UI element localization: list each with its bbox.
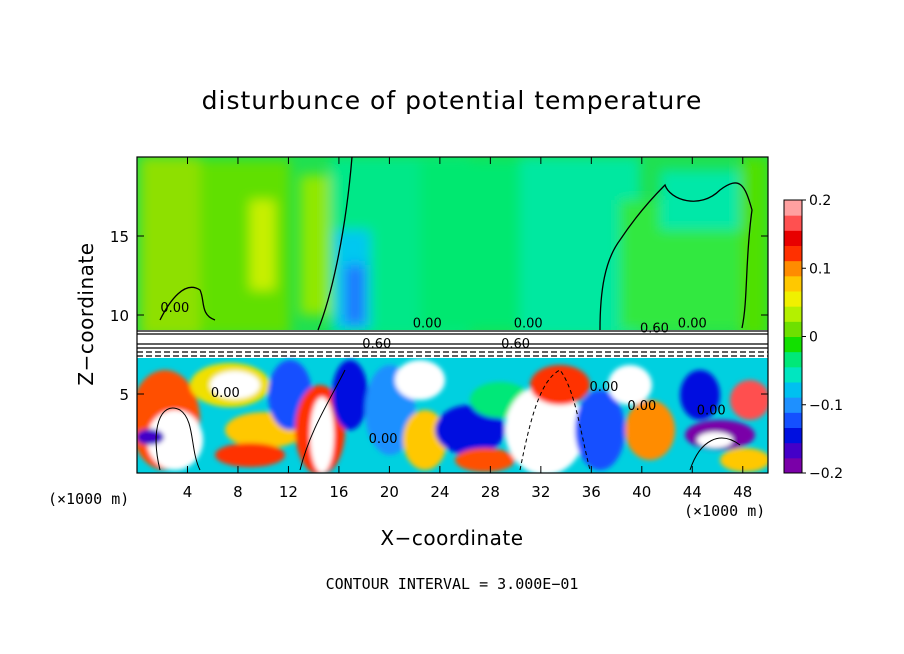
colorbar-swatch <box>784 260 802 277</box>
contour-label: 0.00 <box>697 404 726 419</box>
y-tick-label: 15 <box>110 228 129 246</box>
colorbar-tick-label: 0.1 <box>809 261 831 277</box>
colorbar-swatch <box>784 245 802 262</box>
x-axis-unit-left: (×1000 m) <box>48 490 130 508</box>
contour-label: 0.60 <box>640 321 669 336</box>
contour-label: 0.00 <box>589 380 618 395</box>
lower-shading <box>137 360 768 473</box>
contour-labels: 0.00 0.00 0.60 0.60 0.00 0.60 0.00 0.00 0.00 0.00… <box>160 301 725 447</box>
colorbar-swatch <box>784 457 802 474</box>
x-tick-label: 40 <box>632 483 651 501</box>
colorbar-swatch <box>784 215 802 231</box>
contour-interval-note: CONTOUR INTERVAL = 3.000E−01 <box>325 575 579 593</box>
colorbar-swatch <box>784 412 802 428</box>
x-tick-label: 4 <box>183 483 193 501</box>
upper-shading <box>140 157 768 337</box>
colorbar-swatch <box>784 427 802 444</box>
contour-label: 0.60 <box>501 337 530 352</box>
contour-label: 0.00 <box>211 386 240 401</box>
colorbar: 0.2 0.1 0 −0.1 −0.2 <box>783 193 843 482</box>
x-tick-label: 12 <box>279 483 298 501</box>
x-tick-label: 32 <box>531 483 550 501</box>
contour-label: 0.00 <box>627 399 656 414</box>
y-axis: 5 10 15 <box>110 228 768 404</box>
contour-label: 0.60 <box>362 337 391 352</box>
x-tick-label: 44 <box>683 483 702 501</box>
colorbar-swatch <box>784 306 802 322</box>
x-tick-label: 28 <box>481 483 500 501</box>
colorbar-tick-label: 0 <box>809 330 818 346</box>
x-tick-label: 8 <box>233 483 243 501</box>
colorbar-swatch <box>784 291 802 307</box>
x-axis-label: X−coordinate <box>380 526 524 550</box>
x-axis: 4 8 12 16 20 24 28 32 36 40 44 48 <box>183 157 752 501</box>
contour-label: 0.00 <box>160 301 189 316</box>
chart-title: disturbunce of potential temperature <box>201 86 703 115</box>
contour-label: 0.00 <box>514 317 543 332</box>
x-tick-label: 20 <box>380 483 399 501</box>
x-axis-unit-right: (×1000 m) <box>684 502 766 520</box>
x-tick-label: 48 <box>733 483 752 501</box>
y-tick-label: 10 <box>110 307 129 325</box>
contour-label: 0.00 <box>413 317 442 332</box>
heatmap-field <box>137 157 768 473</box>
contour-label: 0.00 <box>678 317 707 332</box>
colorbar-swatch <box>784 230 802 246</box>
contour-label: 0.00 <box>369 432 398 447</box>
x-tick-label: 36 <box>582 483 601 501</box>
colorbar-tick-label: −0.1 <box>809 398 843 414</box>
colorbar-swatch <box>784 442 802 459</box>
colorbar-swatch <box>784 336 802 353</box>
colorbar-swatch <box>784 382 802 398</box>
colorbar-swatch <box>784 321 802 337</box>
colorbar-tick-label: −0.2 <box>809 466 843 482</box>
contour-lines <box>137 157 768 471</box>
x-tick-label: 16 <box>329 483 348 501</box>
y-tick-label: 5 <box>119 386 129 404</box>
colorbar-swatch <box>784 200 802 216</box>
colorbar-swatch <box>784 366 802 383</box>
x-tick-label: 24 <box>430 483 449 501</box>
colorbar-swatch <box>784 275 802 292</box>
colorbar-swatch <box>784 351 802 368</box>
colorbar-swatch <box>784 397 802 413</box>
colorbar-tick-label: 0.2 <box>809 193 831 209</box>
